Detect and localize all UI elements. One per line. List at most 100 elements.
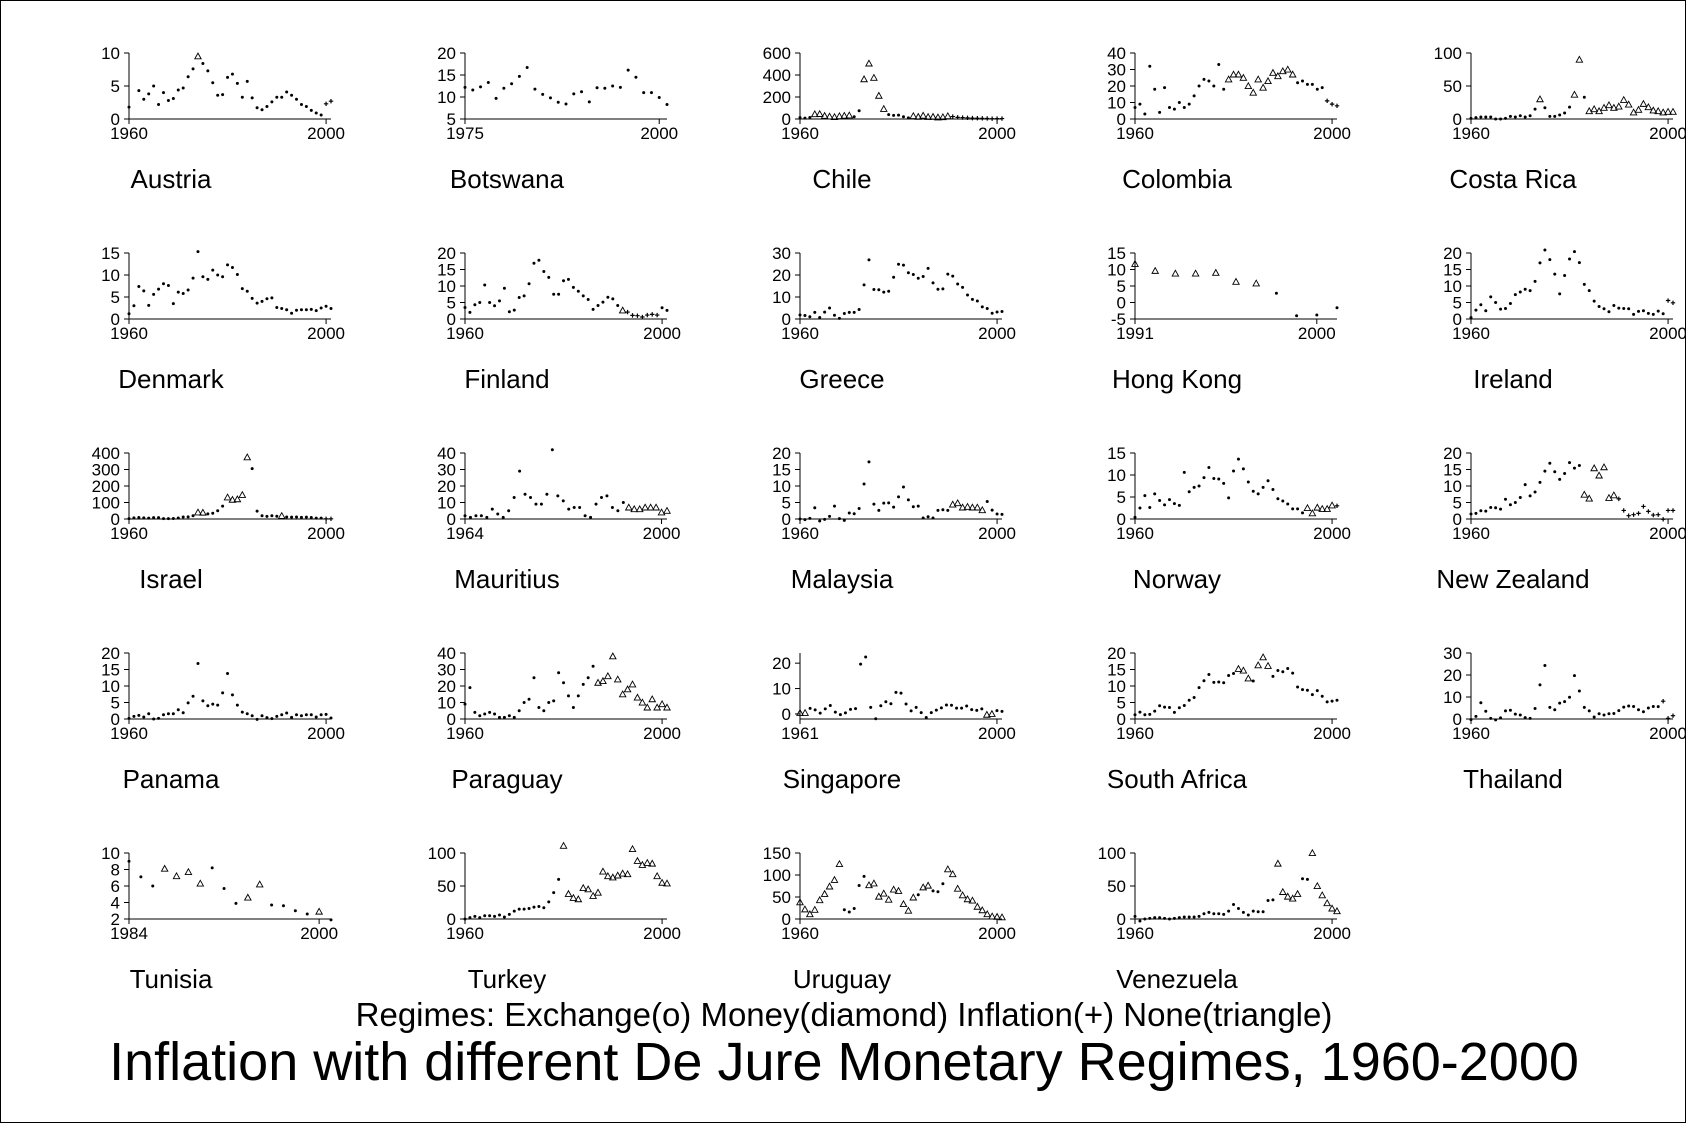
data-point-triangle (194, 52, 202, 60)
data-point-dot (859, 662, 863, 666)
data-point-dot (1656, 705, 1660, 709)
data-point-dot (157, 287, 161, 291)
data-point-dot (936, 508, 940, 512)
data-point-triangle (953, 884, 962, 892)
data-point-dot (557, 877, 561, 881)
data-point-dot (1494, 117, 1498, 121)
data-point-triangle (909, 893, 918, 901)
data-point-dot (517, 296, 521, 300)
data-point-dot (1148, 916, 1152, 920)
data-point-triangle (315, 907, 324, 915)
data-point-dot (152, 84, 156, 88)
data-point-dot (813, 310, 817, 314)
data-point-triangle (1604, 101, 1613, 109)
y-tick-label: 0 (782, 310, 791, 329)
x-tick-label: 1960 (1452, 124, 1490, 143)
data-point-plus (1670, 713, 1676, 718)
data-point-dot (610, 505, 614, 509)
data-point-plus (1621, 508, 1626, 513)
data-point-dot (142, 516, 146, 520)
data-point-dot (1503, 709, 1507, 713)
data-point-dot (1158, 916, 1162, 920)
data-point-dot (147, 92, 151, 96)
data-point-dot (1315, 313, 1319, 317)
data-point-dot (1587, 709, 1591, 713)
data-point-dot (1172, 710, 1176, 714)
data-point-dot (329, 918, 333, 922)
y-tick-label: 15 (101, 244, 120, 263)
data-point-dot (285, 515, 289, 519)
data-point-triangle (1259, 653, 1268, 661)
data-point-dot (1627, 704, 1631, 708)
data-point-triangle (569, 893, 578, 901)
data-point-dot (518, 469, 522, 473)
data-point-dot (502, 915, 506, 919)
data-point-dot (1469, 316, 1473, 320)
data-point-dot (285, 711, 289, 715)
data-point-dot (828, 514, 832, 518)
y-tick-label: 20 (101, 644, 120, 663)
data-point-dot (547, 701, 551, 704)
data-point-dot (566, 694, 570, 698)
data-point-dot (147, 712, 151, 716)
data-point-triangle (894, 886, 903, 894)
data-point-dot (1217, 912, 1221, 916)
data-point-dot (904, 702, 908, 706)
data-point-dot (665, 102, 669, 106)
data-point-plus (1641, 504, 1646, 509)
data-point-triangle (1293, 889, 1302, 897)
x-tick-label: 1960 (781, 524, 819, 543)
y-tick-label: 20 (772, 444, 791, 463)
data-point-triangle (835, 112, 844, 120)
data-point-dot (1528, 114, 1532, 118)
data-point-triangle (840, 111, 849, 119)
data-point-dot (1187, 915, 1191, 919)
data-point-dot (1138, 506, 1142, 510)
data-point-dot (1494, 506, 1498, 510)
y-tick-label: 10 (1107, 677, 1126, 696)
data-point-dot (603, 86, 607, 90)
data-point-triangle (608, 873, 617, 881)
data-point-dot (250, 96, 254, 100)
data-point-dot (548, 96, 552, 100)
y-tick-label: 0 (782, 705, 791, 724)
data-point-dot (191, 514, 195, 518)
y-tick-label: 30 (437, 461, 456, 480)
y-tick-label: 10 (437, 88, 456, 107)
panel-label: New Zealand (1436, 564, 1589, 594)
data-point-triangle (623, 869, 632, 878)
data-point-dot (1543, 664, 1547, 668)
data-point-triangle (830, 112, 839, 121)
data-point-dot (226, 671, 230, 675)
data-point-dot (211, 268, 215, 272)
y-tick-label: 150 (763, 844, 791, 863)
data-point-dot (869, 705, 873, 709)
data-point-dot (1499, 716, 1503, 720)
data-point-dot (1197, 686, 1201, 690)
data-point-dot (1197, 84, 1201, 88)
y-tick-label: 15 (1443, 461, 1462, 480)
data-point-dot (1568, 257, 1572, 261)
data-point-dot (552, 699, 556, 703)
data-point-dot (488, 914, 492, 918)
data-point-dot (127, 859, 131, 863)
data-point-triangle (835, 859, 844, 868)
data-point-dot (547, 275, 551, 279)
data-point-dot (1212, 912, 1216, 916)
x-tick-label: 2000 (1313, 524, 1351, 543)
data-point-triangle (1278, 887, 1287, 895)
data-point-dot (196, 250, 200, 254)
data-point-triangle (1229, 70, 1238, 78)
data-point-dot (527, 906, 531, 910)
data-point-dot (127, 716, 131, 720)
data-point-dot (985, 306, 989, 310)
data-point-dot (955, 706, 959, 710)
data-point-dot (877, 288, 881, 292)
data-point-triangle (973, 902, 982, 910)
data-point-dot (906, 498, 910, 502)
data-point-dot (1177, 101, 1181, 104)
data-point-dot (525, 66, 529, 70)
x-tick-label: 2000 (643, 724, 681, 743)
data-point-dot (1286, 502, 1290, 506)
data-point-dot (478, 714, 482, 718)
